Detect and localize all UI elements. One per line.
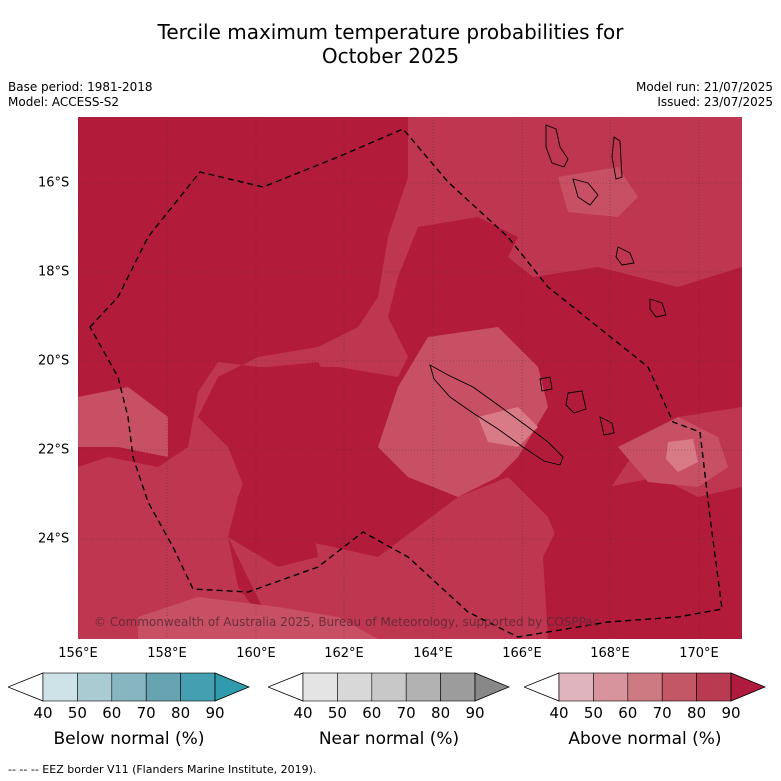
lat-label-18s: 18°S xyxy=(38,264,70,280)
issued-date: Issued: 23/07/2025 xyxy=(657,95,773,109)
colorbar-above-normal: 40 50 60 70 80 90 Above normal (%) xyxy=(522,670,767,770)
colorbar-segment xyxy=(440,672,476,702)
coastline-vanuatu xyxy=(611,136,623,180)
map-region-above-50 xyxy=(478,407,538,447)
probability-map: © Commonwealth of Australia 2025, Bureau… xyxy=(78,117,742,639)
lat-label-20s: 20°S xyxy=(38,353,70,369)
colorbar-arrow-high xyxy=(730,672,767,702)
colorbar-tick-label: 90 xyxy=(721,704,741,722)
colorbar-tick-label: 90 xyxy=(205,704,225,722)
colorbar-tick-label: 90 xyxy=(465,704,485,722)
lon-label-158e: 158°E xyxy=(147,646,187,661)
colorbar-arrow-high xyxy=(474,672,511,702)
coastline-loyalty-islands xyxy=(539,376,615,436)
colorbar-above-normal-title: Above normal (%) xyxy=(568,729,722,749)
lat-label-16s: 16°S xyxy=(38,175,70,191)
colorbar-segment xyxy=(696,672,732,702)
map-region-above-60 xyxy=(138,597,378,639)
colorbar-tick-label: 50 xyxy=(583,704,603,722)
colorbar-near-normal-ticks: 40 50 60 70 80 90 xyxy=(268,704,510,722)
base-period: Base period: 1981-2018 xyxy=(8,80,153,94)
lon-label-170e: 170°E xyxy=(679,646,719,661)
colorbar-below-normal: 40 50 60 70 80 90 Below normal (%) xyxy=(6,670,251,770)
colorbar-above-normal-scale xyxy=(522,672,767,702)
colorbar-tick-label: 40 xyxy=(293,704,313,722)
colorbar-segment xyxy=(145,672,181,702)
title-line-2: October 2025 xyxy=(321,44,460,68)
coastline-vanuatu xyxy=(649,298,667,318)
colorbar-arrow-high xyxy=(214,672,251,702)
coastline-vanuatu xyxy=(545,124,569,168)
colorbar-tick-label: 50 xyxy=(327,704,347,722)
colorbar-tick-label: 80 xyxy=(687,704,707,722)
colorbar-segment xyxy=(405,672,441,702)
colorbar-tick-label: 40 xyxy=(549,704,569,722)
graticule xyxy=(78,117,742,639)
colorbar-arrow-low xyxy=(266,672,304,702)
colorbar-tick-label: 40 xyxy=(33,704,53,722)
colorbar-segment xyxy=(627,672,663,702)
colorbar-near-normal-scale xyxy=(266,672,511,702)
lon-label-166e: 166°E xyxy=(502,646,542,661)
colorbar-tick-label: 60 xyxy=(618,704,638,722)
lon-label-156e: 156°E xyxy=(58,646,98,661)
colorbar-tick-label: 80 xyxy=(431,704,451,722)
lon-label-168e: 168°E xyxy=(590,646,630,661)
colorbar-tick-label: 70 xyxy=(396,704,416,722)
colorbar-arrow-low xyxy=(6,672,44,702)
colorbar-tick-label: 80 xyxy=(171,704,191,722)
coastline-new-caledonia xyxy=(429,364,564,466)
meta-left: Base period: 1981-2018 Model: ACCESS-S2 xyxy=(8,80,153,110)
lon-label-160e: 160°E xyxy=(236,646,276,661)
eez-footnote: -- -- -- EEZ border V11 (Flanders Marine… xyxy=(8,763,317,776)
lat-label-24s: 24°S xyxy=(38,531,70,547)
colorbar-below-normal-title: Below normal (%) xyxy=(53,729,205,749)
colorbar-above-normal-ticks: 40 50 60 70 80 90 xyxy=(524,704,766,722)
colorbar-segment xyxy=(558,672,594,702)
chart-title: Tercile maximum temperature probabilitie… xyxy=(0,20,781,68)
colorbar-near-normal: 40 50 60 70 80 90 Near normal (%) xyxy=(266,670,511,770)
map-canvas xyxy=(78,117,742,639)
model-name: Model: ACCESS-S2 xyxy=(8,95,120,109)
colorbar-segment xyxy=(111,672,147,702)
lon-label-162e: 162°E xyxy=(324,646,364,661)
coastline-vanuatu xyxy=(572,178,599,206)
model-run: Model run: 21/07/2025 xyxy=(635,80,773,94)
meta-right: Model run: 21/07/2025 Issued: 23/07/2025 xyxy=(636,80,773,110)
colorbar-segment xyxy=(661,672,697,702)
lon-label-164e: 164°E xyxy=(413,646,453,661)
colorbar-segment xyxy=(77,672,113,702)
colorbar-segment xyxy=(593,672,629,702)
colorbar-segment xyxy=(180,672,216,702)
map-region-above-80 xyxy=(543,477,742,639)
colorbar-segment xyxy=(302,672,338,702)
lat-label-22s: 22°S xyxy=(38,442,70,458)
colorbar-segment xyxy=(337,672,373,702)
map-region-above-50 xyxy=(666,439,698,472)
copyright-notice: © Commonwealth of Australia 2025, Bureau… xyxy=(94,615,600,629)
colorbar-segment xyxy=(42,672,78,702)
colorbar-below-normal-scale xyxy=(6,672,251,702)
colorbar-tick-label: 60 xyxy=(102,704,122,722)
colorbar-segment xyxy=(371,672,407,702)
colorbar-tick-label: 70 xyxy=(652,704,672,722)
map-region-above-70 xyxy=(78,117,742,639)
map-region-above-80 xyxy=(228,362,338,567)
colorbar-arrow-low xyxy=(522,672,560,702)
colorbar-below-normal-ticks: 40 50 60 70 80 90 xyxy=(8,704,250,722)
colorbar-near-normal-title: Near normal (%) xyxy=(318,729,460,749)
title-line-1: Tercile maximum temperature probabilitie… xyxy=(157,20,624,44)
coastline-vanuatu xyxy=(615,246,635,266)
colorbar-tick-label: 70 xyxy=(136,704,156,722)
colorbar-tick-label: 50 xyxy=(67,704,87,722)
map-region-above-60 xyxy=(378,327,548,497)
map-region-above-60 xyxy=(558,167,638,217)
colorbar-tick-label: 60 xyxy=(362,704,382,722)
map-region-above-60 xyxy=(78,387,168,457)
